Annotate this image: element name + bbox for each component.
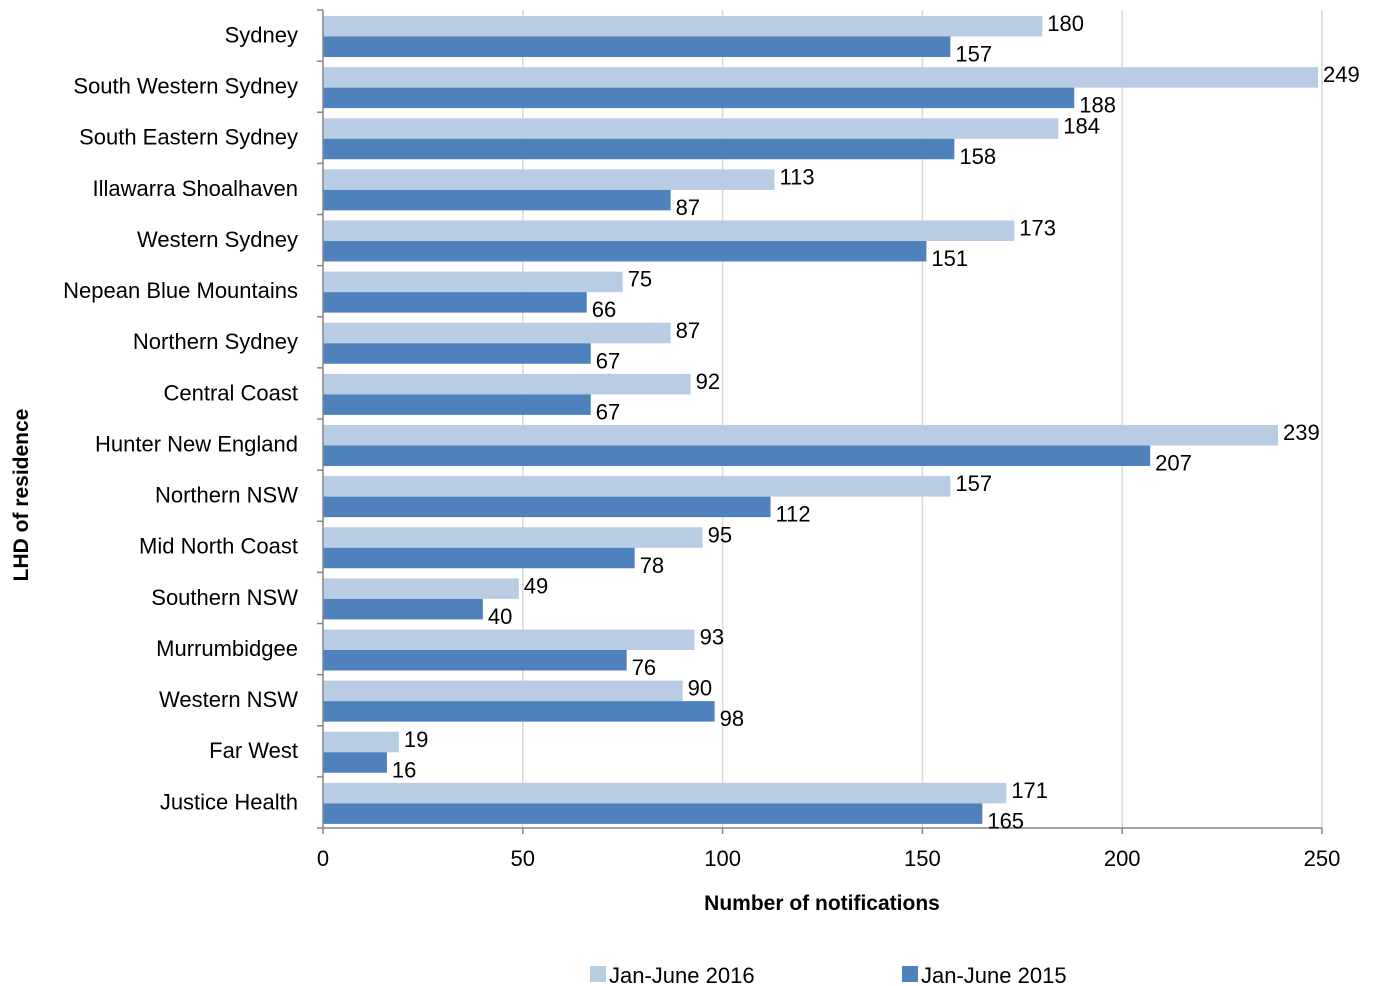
bars — [323, 16, 1319, 824]
value-label: 249 — [1323, 62, 1360, 87]
tick-labels: 0 50 100 150 200 250 — [317, 846, 1340, 871]
category-label: Northern Sydney — [133, 329, 298, 354]
category-label: Northern NSW — [155, 483, 298, 508]
bar-2015-11 — [323, 598, 483, 620]
category-label: Western NSW — [159, 687, 298, 712]
legend-label-1: Jan-June 2015 — [921, 963, 1067, 986]
category-label: Far West — [209, 738, 298, 763]
bar-2015-5 — [323, 292, 587, 313]
bar-2015-10 — [323, 547, 635, 569]
bar-2015-14 — [323, 752, 387, 773]
value-label: 67 — [596, 399, 620, 424]
bar-2016-9 — [323, 476, 951, 497]
value-label: 157 — [955, 471, 992, 496]
bar-2015-13 — [323, 701, 715, 722]
bar-2015-9 — [323, 496, 771, 518]
value-label: 171 — [1011, 778, 1048, 803]
value-label: 158 — [959, 144, 996, 169]
value-label: 90 — [688, 676, 712, 701]
category-label: Nepean Blue Mountains — [63, 278, 298, 303]
value-label: 157 — [955, 42, 992, 67]
value-label: 165 — [987, 808, 1024, 833]
value-label: 207 — [1155, 451, 1192, 476]
value-label: 95 — [708, 522, 732, 547]
bar-2016-1 — [323, 67, 1319, 88]
value-label: 76 — [632, 655, 656, 680]
bar-2016-5 — [323, 271, 623, 293]
x-tick-label: 150 — [904, 846, 941, 871]
bar-2016-8 — [323, 425, 1279, 446]
value-label: 112 — [776, 502, 811, 527]
bar-2016-15 — [323, 782, 1007, 804]
bar-2015-15 — [323, 803, 983, 824]
value-label: 75 — [628, 267, 652, 292]
legend-swatch-0 — [590, 966, 606, 982]
value-label: 87 — [676, 318, 700, 343]
bar-2016-6 — [323, 322, 671, 344]
category-label: Murrumbidgee — [156, 636, 298, 661]
value-label: 40 — [488, 604, 512, 629]
bar-2016-0 — [323, 16, 1043, 37]
x-tick-label: 50 — [511, 846, 535, 871]
legend-label-0: Jan-June 2016 — [609, 963, 755, 986]
value-label: 151 — [931, 246, 968, 271]
value-label: 188 — [1079, 93, 1116, 118]
value-label: 239 — [1283, 420, 1320, 445]
value-label: 184 — [1063, 113, 1100, 138]
value-label: 78 — [640, 553, 664, 578]
category-label: Mid North Coast — [139, 534, 298, 559]
category-label: Illawarra Shoalhaven — [93, 176, 298, 201]
bar-2016-10 — [323, 527, 703, 548]
x-axis-title: Number of notifications — [704, 892, 940, 915]
bar-2015-2 — [323, 138, 955, 160]
bar-2016-2 — [323, 118, 1059, 139]
bar-2015-0 — [323, 36, 951, 57]
category-label: South Western Sydney — [73, 74, 298, 99]
bar-2015-6 — [323, 343, 591, 364]
x-tick-label: 200 — [1104, 846, 1141, 871]
bar-2015-7 — [323, 394, 591, 415]
value-label: 92 — [696, 369, 720, 394]
bar-2015-12 — [323, 650, 627, 671]
bar-2016-7 — [323, 373, 691, 395]
y-axis-title: LHD of residence — [10, 409, 33, 582]
bar-2016-3 — [323, 169, 775, 190]
bar-2015-1 — [323, 87, 1075, 109]
category-label: South Eastern Sydney — [79, 125, 298, 150]
category-label: Southern NSW — [151, 585, 298, 610]
value-label: 19 — [404, 727, 428, 752]
legend-swatch-1 — [902, 966, 918, 982]
bar-2015-3 — [323, 189, 671, 211]
legend: Jan-June 2016 Jan-June 2015 — [590, 963, 1067, 986]
bar-2016-11 — [323, 578, 519, 599]
category-label: Central Coast — [163, 380, 298, 405]
category-label: Justice Health — [160, 789, 298, 814]
bar-2015-4 — [323, 241, 927, 262]
category-label: Sydney — [225, 22, 298, 47]
axes — [317, 9, 1323, 834]
bar-2015-8 — [323, 445, 1151, 466]
bar-2016-14 — [323, 731, 399, 753]
bar-2016-4 — [323, 220, 1015, 241]
value-label: 49 — [524, 573, 548, 598]
value-label: 173 — [1019, 216, 1056, 241]
value-label: 98 — [720, 706, 744, 731]
bar-2016-12 — [323, 629, 695, 650]
value-label: 16 — [392, 757, 416, 782]
value-label: 180 — [1047, 11, 1084, 36]
value-label: 93 — [700, 625, 724, 650]
value-label: 66 — [592, 297, 616, 322]
category-label: Western Sydney — [137, 227, 298, 252]
category-label: Hunter New England — [95, 431, 298, 456]
value-label: 67 — [596, 348, 620, 373]
category-labels: Sydney South Western Sydney South Eastern … — [63, 22, 298, 814]
value-label: 87 — [676, 195, 700, 220]
x-tick-label: 0 — [317, 846, 329, 871]
x-tick-label: 100 — [704, 846, 741, 871]
x-tick-label: 250 — [1304, 846, 1341, 871]
value-label: 113 — [780, 164, 815, 189]
bar-2016-13 — [323, 680, 683, 702]
